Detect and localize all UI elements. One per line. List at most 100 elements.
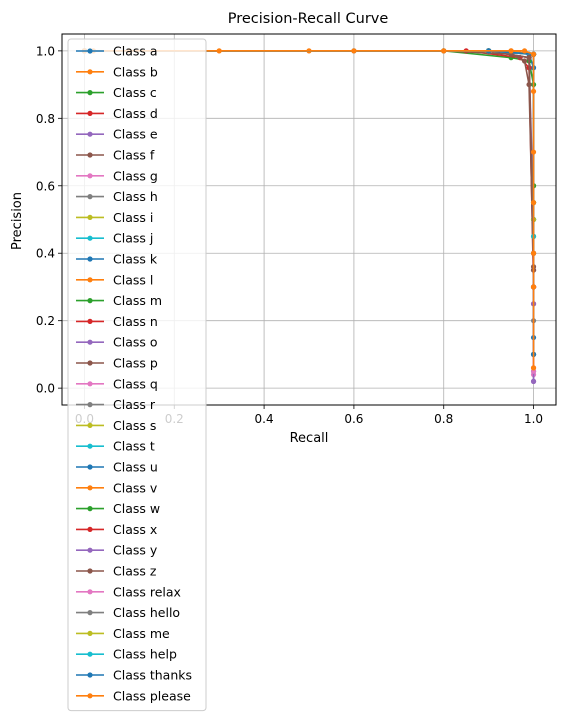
legend-label: Class d: [113, 106, 158, 121]
legend-label: Class g: [113, 168, 158, 183]
legend-marker: [87, 131, 93, 137]
y-tick-label: 0.8: [36, 112, 55, 126]
data-point: [508, 48, 514, 54]
legend-marker: [87, 48, 93, 54]
legend-label: Class w: [113, 501, 160, 516]
data-point: [530, 149, 537, 155]
legend-marker: [87, 152, 93, 158]
legend-item: Class thanks: [76, 668, 192, 683]
legend-label: Class y: [113, 543, 158, 558]
legend-item: Class f: [76, 148, 155, 163]
y-tick-label: 0.0: [36, 382, 55, 396]
legend-label: Class s: [113, 418, 156, 433]
legend-label: Class q: [113, 376, 158, 391]
legend-label: Class v: [113, 480, 158, 495]
legend-marker: [87, 526, 93, 533]
legend-label: Class p: [113, 356, 158, 371]
legend-label: Class relax: [113, 584, 181, 599]
legend-marker: [87, 630, 93, 637]
y-tick-label: 0.2: [36, 314, 55, 328]
legend-item: Class help: [76, 647, 177, 662]
x-axis-label: Recall: [290, 431, 329, 446]
legend-item: Class b: [76, 64, 158, 79]
legend-item: Class i: [76, 210, 153, 225]
legend-item: Class hello: [76, 605, 180, 620]
legend-marker: [87, 69, 93, 75]
legend-label: Class a: [113, 44, 158, 59]
legend-marker: [87, 422, 93, 428]
legend-label: Class e: [113, 127, 158, 142]
legend-marker: [87, 214, 93, 220]
legend-item: Class c: [76, 85, 157, 100]
legend-item: Class relax: [76, 584, 181, 599]
legend-label: Class h: [113, 189, 158, 204]
legend-label: Class f: [113, 148, 155, 163]
legend-marker: [87, 672, 93, 678]
data-point: [521, 58, 528, 64]
legend-item: Class y: [76, 543, 158, 558]
legend-label: Class x: [113, 522, 157, 537]
legend-label: Class k: [113, 252, 158, 267]
data-point: [530, 51, 537, 57]
legend-item: Class x: [76, 522, 157, 537]
legend-marker: [87, 360, 93, 366]
legend-label: Class t: [113, 439, 155, 454]
data-point: [530, 378, 537, 384]
legend-label: Class u: [113, 460, 158, 475]
legend-marker: [87, 339, 93, 345]
y-axis-label: Precision: [10, 192, 25, 250]
legend-item: Class s: [76, 418, 156, 433]
legend-label: Class r: [113, 397, 156, 412]
legend-item: Class w: [76, 501, 160, 516]
legend-label: Class help: [113, 647, 177, 662]
legend-item: Class u: [76, 460, 158, 475]
legend-label: Class b: [113, 64, 158, 79]
data-point: [530, 365, 537, 371]
legend-marker: [87, 610, 93, 616]
legend-label: Class i: [113, 210, 153, 225]
legend-marker: [87, 90, 93, 96]
legend-marker: [87, 381, 93, 387]
legend-marker: [87, 110, 93, 116]
legend-item: Class n: [76, 314, 158, 329]
legend-marker: [87, 464, 93, 470]
legend-label: Class me: [113, 626, 170, 641]
legend-marker: [87, 235, 93, 241]
legend-item: Class a: [76, 44, 158, 59]
legend-marker: [87, 318, 93, 324]
plot-frame: [61, 33, 557, 406]
legend-item: Class r: [76, 397, 156, 412]
legend-marker: [87, 485, 93, 491]
legend-label: Class z: [113, 564, 157, 579]
legend-label: Class hello: [113, 605, 180, 620]
legend-label: Class m: [113, 293, 162, 308]
legend-item: Class d: [76, 106, 158, 121]
x-tick-label: 1.0: [524, 412, 543, 426]
legend-label: Class l: [113, 272, 153, 287]
legend-marker: [87, 402, 93, 408]
y-tick-label: 0.4: [36, 247, 55, 261]
data-point: [530, 250, 537, 256]
data-point: [441, 48, 447, 54]
chart-title: Precision-Recall Curve: [228, 11, 389, 27]
data-point: [530, 200, 537, 206]
legend-marker: [87, 651, 93, 657]
data-point: [351, 48, 357, 54]
legend-item: Class k: [76, 252, 158, 267]
y-tick-label: 0.6: [36, 179, 55, 193]
legend-label: Class please: [113, 688, 191, 703]
legend: Class a Class b Class c Class d Class e Class…: [67, 38, 207, 712]
legend-item: Class please: [76, 688, 191, 703]
legend-marker: [87, 547, 93, 553]
legend-label: Class o: [113, 335, 158, 350]
legend-marker: [87, 194, 93, 200]
x-tick-label: 0.6: [344, 412, 363, 426]
legend-label: Class j: [113, 231, 153, 246]
legend-marker: [87, 693, 93, 699]
legend-item: Class o: [76, 335, 158, 350]
legend-marker: [87, 506, 93, 512]
data-point: [530, 88, 537, 94]
legend-marker: [87, 443, 93, 449]
legend-marker: [87, 256, 93, 262]
legend-item: Class g: [76, 168, 158, 183]
